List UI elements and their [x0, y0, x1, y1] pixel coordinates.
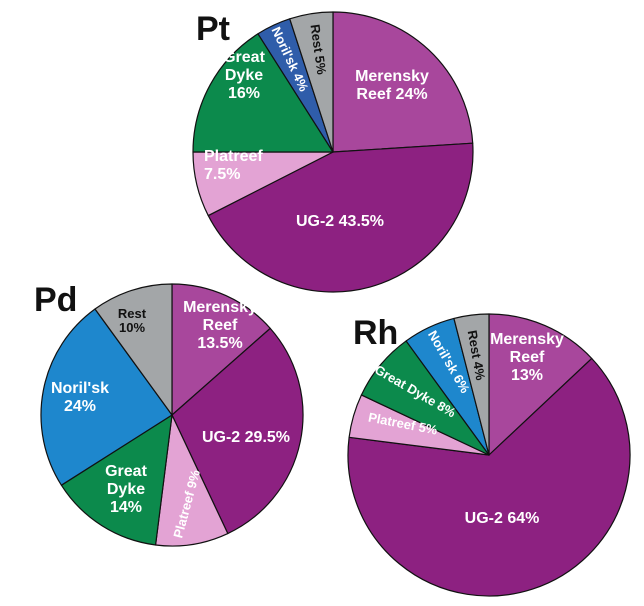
slice-label-rest: Rest 10%: [118, 306, 147, 335]
chart-title-rh: Rh: [353, 314, 398, 352]
pie-slice-merensky: [332, 11, 474, 153]
pie-slice-great_dyke: [192, 33, 334, 153]
pie-slice-ug2: [207, 142, 474, 293]
slice-label-platreef: Platreef 7.5%: [204, 148, 263, 183]
chart-title-pt: Pt: [196, 10, 230, 48]
slice-label-norilsk: Noril'sk 24%: [51, 380, 109, 415]
pie-chart-pd: Merensky Reef 13.5%UG-2 29.5%Platreef 9%Gr…: [40, 283, 304, 547]
slice-label-ug2: UG-2 64%: [465, 510, 540, 527]
slice-label-great_dyke: Great Dyke 16%: [223, 49, 265, 102]
pie-chart-rh: Merensky Reef 13%UG-2 64%Platreef 5%Great …: [347, 313, 631, 597]
pie-slice-rest: [94, 283, 173, 416]
slice-label-merensky: Merensky Reef 13%: [490, 331, 564, 384]
slice-label-ug2: UG-2 29.5%: [202, 429, 290, 446]
slice-label-merensky: Merensky Reef 24%: [355, 68, 429, 103]
pie-chart-pt: Merensky Reef 24% UG-2 43.5% Platreef 7.5% Gr…: [192, 11, 474, 293]
pie-slice-rest: [289, 11, 334, 153]
pie-slice-merensky: [171, 283, 271, 416]
slice-label-great_dyke: Great Dyke 14%: [105, 463, 147, 516]
pie-slice-ug2: [171, 327, 304, 535]
pie-slice-ug2: [347, 357, 631, 597]
slice-label-ug2: UG-2 43.5%: [296, 213, 384, 230]
pie-slice-merensky: [488, 313, 593, 456]
chart-title-pd: Pd: [34, 281, 77, 319]
slice-label-merensky: Merensky Reef 13.5%: [183, 299, 257, 352]
pie-slice-rest: [453, 313, 490, 456]
pie-slice-norilsk: [40, 308, 173, 486]
slice-label-rest: Rest 5%: [308, 23, 330, 76]
pie-slice-great_dyke: [60, 414, 173, 546]
